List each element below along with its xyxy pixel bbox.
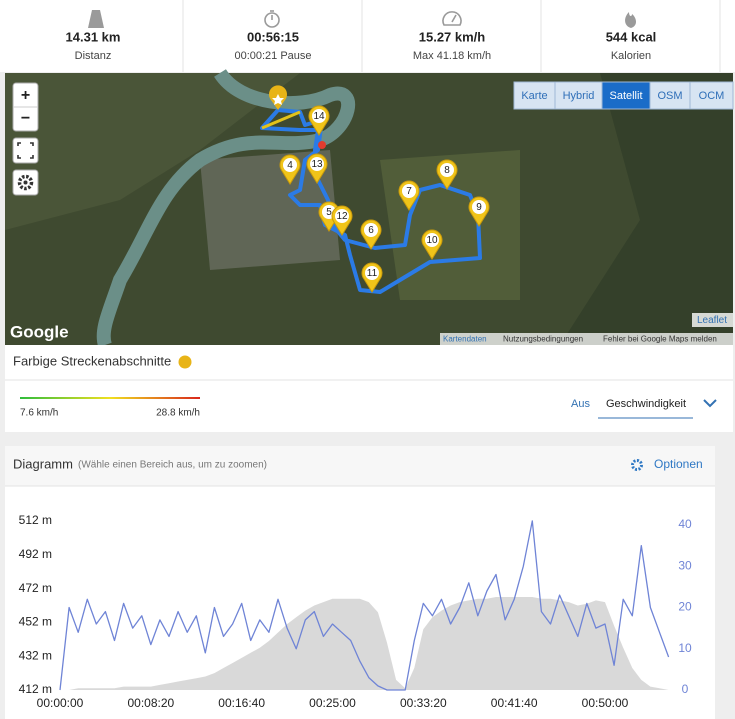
layer-label[interactable]: Karte xyxy=(521,90,547,102)
marker-label: 13 xyxy=(311,159,323,170)
segments-title: Farbige Streckenabschnitte xyxy=(13,353,171,368)
diagram-header xyxy=(5,446,715,486)
map-attribution[interactable]: Leaflet xyxy=(697,315,727,326)
stat-label: Kalorien xyxy=(611,50,651,62)
diagram-title: Diagramm xyxy=(13,456,73,471)
layer-label[interactable]: Hybrid xyxy=(563,90,595,102)
stats-dividers xyxy=(182,0,721,72)
marker-face xyxy=(335,209,349,223)
stat-label: 00:00:21 Pause xyxy=(234,50,311,62)
y2-tick-label: 20 xyxy=(678,600,692,614)
layer-label[interactable]: Satellit xyxy=(609,90,642,102)
marker-label: 10 xyxy=(426,235,438,246)
stat-label: Max 41.18 km/h xyxy=(413,50,491,62)
settings-button[interactable] xyxy=(12,169,39,196)
stat-value: 15.27 km/h xyxy=(419,29,486,44)
map-footer-link[interactable]: Nutzungsbedingungen xyxy=(503,335,583,344)
y2-tick-label: 0 xyxy=(682,682,689,696)
marker-label: 12 xyxy=(336,211,348,222)
layer-button[interactable] xyxy=(649,81,691,110)
layer-button[interactable] xyxy=(513,81,556,110)
marker-face xyxy=(365,266,379,280)
marker-face xyxy=(283,158,297,172)
marker-label: 5 xyxy=(326,207,332,218)
x-tick-label: 00:41:40 xyxy=(491,696,538,710)
route-markers: 4 5 6 7 8 9 10 11 12 13 14 xyxy=(279,105,490,293)
layer-label[interactable]: OCM xyxy=(699,90,725,102)
stat-value: 544 kcal xyxy=(606,29,657,44)
diagram-subtitle: (Wähle einen Bereich aus, um zu zoomen) xyxy=(78,460,267,471)
marker-label: 7 xyxy=(406,186,412,197)
speed-line xyxy=(59,520,670,691)
map-footer xyxy=(440,333,733,345)
stopwatch-icon xyxy=(264,10,280,28)
segments-mode[interactable]: Geschwindigkeit xyxy=(606,398,686,410)
stat-value: 14.31 km xyxy=(66,29,121,44)
stat-value: 00:56:15 xyxy=(247,29,299,44)
layer-button[interactable] xyxy=(601,81,651,110)
marker-face xyxy=(364,223,378,237)
stats-bar xyxy=(0,0,735,72)
y2-tick-label: 10 xyxy=(678,641,692,655)
marker-label: 11 xyxy=(367,268,378,279)
y2-tick-label: 30 xyxy=(678,558,692,572)
x-tick-label: 00:16:40 xyxy=(218,696,265,710)
marker-face xyxy=(402,184,416,198)
y-tick-label: 512 m xyxy=(19,513,52,527)
x-tick-label: 00:33:20 xyxy=(400,696,447,710)
zoom-in[interactable]: + xyxy=(21,87,30,104)
y-tick-label: 492 m xyxy=(19,547,52,561)
start-marker xyxy=(269,85,287,110)
map-logo: Google xyxy=(10,322,69,341)
marker-label: 9 xyxy=(476,202,482,213)
marker-label: 4 xyxy=(287,160,293,171)
layer-label[interactable]: OSM xyxy=(657,90,682,102)
x-tick-label: 00:08:20 xyxy=(127,696,174,710)
road-icon xyxy=(88,10,104,28)
marker-label: 8 xyxy=(444,165,450,176)
x-tick-label: 00:25:00 xyxy=(309,696,356,710)
y2-tick-label: 40 xyxy=(678,517,692,531)
marker-label: 14 xyxy=(313,111,325,122)
fullscreen-button[interactable] xyxy=(12,137,39,164)
y-tick-label: 432 m xyxy=(19,648,52,662)
marker-face xyxy=(472,200,486,214)
layer-button[interactable] xyxy=(689,81,734,110)
speed-max: 28.8 km/h xyxy=(156,408,200,419)
options-link[interactable]: Optionen xyxy=(654,457,703,471)
star-badge xyxy=(178,355,192,369)
y-tick-label: 452 m xyxy=(19,615,52,629)
chart: 412 m 432 m 452 m 472 m 492 m 512 m 0 10 20 30 40 0… xyxy=(19,513,692,710)
marker-face xyxy=(312,109,326,123)
map xyxy=(5,68,733,348)
y-tick-label: 412 m xyxy=(19,682,52,696)
layer-switcher: Karte Hybrid Satellit OSM OCM xyxy=(513,81,734,110)
segments-off[interactable]: Aus xyxy=(571,398,590,410)
speed-gradient xyxy=(20,397,200,399)
marker-face xyxy=(310,157,324,171)
options-gear[interactable] xyxy=(631,459,643,471)
layer-button[interactable] xyxy=(554,81,603,110)
map-footer-link[interactable]: Kartendaten xyxy=(443,335,487,344)
stat-label: Distanz xyxy=(75,50,112,62)
dropdown-chevron[interactable] xyxy=(703,399,717,408)
map-footer-link[interactable]: Fehler bei Google Maps melden xyxy=(603,335,717,344)
gauge-icon xyxy=(442,11,462,26)
x-tick-label: 00:00:00 xyxy=(37,696,84,710)
flame-icon xyxy=(625,12,636,28)
attribution-bg xyxy=(692,313,733,327)
zoom-out[interactable]: − xyxy=(21,110,30,127)
speed-min: 7.6 km/h xyxy=(20,408,58,419)
marker-label: 6 xyxy=(368,225,374,236)
marker-face xyxy=(440,163,454,177)
x-tick-label: 00:50:00 xyxy=(582,696,629,710)
zoom-control: + − xyxy=(12,82,39,132)
y-tick-label: 472 m xyxy=(19,581,52,595)
marker-face xyxy=(425,233,439,247)
elevation-area xyxy=(60,597,669,690)
